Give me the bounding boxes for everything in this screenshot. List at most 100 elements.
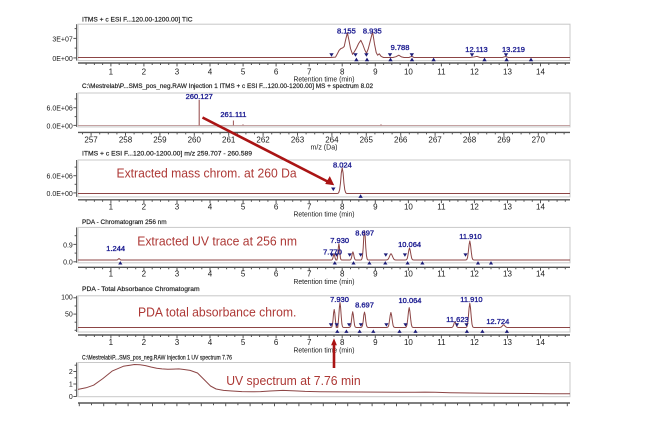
- svg-text:262: 262: [256, 136, 270, 145]
- svg-text:m/z (Da): m/z (Da): [311, 142, 338, 151]
- svg-text:7: 7: [307, 270, 312, 279]
- svg-text:9.788: 9.788: [391, 43, 410, 52]
- svg-text:270: 270: [532, 136, 546, 145]
- svg-text:1: 1: [109, 270, 114, 279]
- svg-text:1: 1: [69, 382, 73, 389]
- svg-text:13.219: 13.219: [502, 45, 525, 54]
- svg-text:6: 6: [274, 68, 279, 77]
- svg-text:10: 10: [404, 203, 413, 212]
- svg-text:1: 1: [109, 203, 114, 212]
- svg-text:13: 13: [503, 338, 512, 347]
- svg-text:13: 13: [503, 203, 512, 212]
- svg-text:PDA - Total Absorbance Chromat: PDA - Total Absorbance Chromatogram: [82, 286, 200, 293]
- svg-text:10.064: 10.064: [399, 296, 422, 305]
- svg-text:261.111: 261.111: [220, 110, 246, 119]
- svg-text:260: 260: [188, 136, 202, 145]
- svg-text:3: 3: [175, 338, 180, 347]
- svg-text:PDA - Chromatogram 256 nm: PDA - Chromatogram 256 nm: [82, 219, 167, 226]
- svg-text:6.0E+06: 6.0E+06: [47, 174, 73, 181]
- svg-text:7: 7: [307, 203, 312, 212]
- svg-text:10: 10: [404, 338, 413, 347]
- svg-text:7.930: 7.930: [330, 295, 349, 304]
- svg-text:10: 10: [404, 270, 413, 279]
- svg-text:261: 261: [222, 136, 236, 145]
- svg-text:11.623: 11.623: [446, 315, 468, 324]
- svg-text:Retention time (min): Retention time (min): [294, 345, 355, 354]
- svg-text:6: 6: [274, 270, 279, 279]
- svg-text:2: 2: [142, 203, 147, 212]
- svg-text:11: 11: [437, 68, 446, 77]
- svg-text:2: 2: [142, 270, 147, 279]
- svg-text:10: 10: [404, 68, 413, 77]
- svg-text:5: 5: [241, 68, 246, 77]
- svg-text:8.935: 8.935: [363, 27, 382, 36]
- svg-text:258: 258: [119, 136, 133, 145]
- svg-text:3: 3: [175, 68, 180, 77]
- svg-text:13: 13: [503, 270, 512, 279]
- svg-text:0E+00: 0E+00: [52, 56, 73, 63]
- svg-text:6: 6: [274, 338, 279, 347]
- svg-text:12: 12: [470, 203, 479, 212]
- svg-text:12: 12: [470, 338, 479, 347]
- svg-text:0.0E+00: 0.0E+00: [47, 191, 73, 198]
- svg-text:257: 257: [84, 136, 98, 145]
- svg-text:269: 269: [497, 136, 511, 145]
- svg-text:PDA total absorbance chrom.: PDA total absorbance chrom.: [138, 304, 296, 319]
- svg-text:14: 14: [536, 203, 545, 212]
- svg-text:12.724: 12.724: [486, 317, 509, 326]
- svg-text:264: 264: [325, 136, 339, 145]
- svg-text:Retention time (min): Retention time (min): [294, 210, 355, 219]
- svg-text:Extracted mass chrom. at 260 D: Extracted mass chrom. at 260 Da: [117, 166, 298, 181]
- svg-text:4: 4: [208, 270, 213, 279]
- svg-text:13: 13: [503, 68, 512, 77]
- svg-text:9: 9: [373, 270, 378, 279]
- svg-text:2: 2: [69, 369, 73, 376]
- svg-text:14: 14: [536, 68, 545, 77]
- svg-text:6: 6: [274, 203, 279, 212]
- svg-text:2: 2: [142, 338, 147, 347]
- svg-text:265: 265: [360, 136, 374, 145]
- svg-text:14: 14: [536, 338, 545, 347]
- svg-text:268: 268: [463, 136, 477, 145]
- svg-text:UV spectrum at 7.76 min: UV spectrum at 7.76 min: [226, 373, 361, 388]
- svg-text:7: 7: [307, 338, 312, 347]
- svg-text:12.113: 12.113: [465, 45, 487, 54]
- svg-text:11: 11: [437, 338, 446, 347]
- svg-text:9: 9: [373, 68, 378, 77]
- svg-text:10.064: 10.064: [398, 240, 421, 249]
- svg-text:260.127: 260.127: [186, 92, 213, 101]
- svg-text:0: 0: [69, 394, 73, 401]
- svg-text:3: 3: [175, 270, 180, 279]
- svg-text:1: 1: [109, 68, 114, 77]
- svg-text:267: 267: [428, 136, 442, 145]
- svg-text:266: 266: [394, 136, 408, 145]
- svg-text:8.024: 8.024: [333, 160, 352, 169]
- svg-text:1.244: 1.244: [106, 244, 125, 253]
- svg-text:11.910: 11.910: [459, 232, 481, 241]
- svg-text:8: 8: [340, 270, 345, 279]
- svg-text:4: 4: [208, 203, 213, 212]
- svg-text:Retention time (min): Retention time (min): [294, 277, 355, 286]
- svg-text:7.930: 7.930: [330, 236, 349, 245]
- svg-text:0.9: 0.9: [63, 242, 73, 249]
- svg-text:7.770: 7.770: [323, 248, 342, 257]
- svg-text:7: 7: [307, 68, 312, 77]
- svg-text:100: 100: [61, 295, 73, 302]
- svg-text:8.697: 8.697: [355, 300, 374, 309]
- svg-text:Extracted UV trace at 256 nm: Extracted UV trace at 256 nm: [137, 233, 297, 248]
- svg-text:6.0E+06: 6.0E+06: [47, 106, 73, 113]
- svg-text:4: 4: [208, 338, 213, 347]
- svg-text:3E+07: 3E+07: [52, 36, 73, 43]
- svg-text:C:\Mestrelab\P...SMS_pos_neg.R: C:\Mestrelab\P...SMS_pos_neg.RAW Injecti…: [82, 355, 232, 362]
- svg-text:5: 5: [241, 338, 246, 347]
- svg-text:5: 5: [241, 203, 246, 212]
- svg-text:8: 8: [340, 338, 345, 347]
- svg-text:11: 11: [437, 203, 446, 212]
- svg-text:Retention time (min): Retention time (min): [294, 74, 355, 83]
- svg-text:0.0: 0.0: [63, 260, 73, 267]
- svg-text:9: 9: [373, 203, 378, 212]
- svg-text:9: 9: [373, 338, 378, 347]
- svg-text:50: 50: [65, 311, 73, 318]
- svg-text:ITMS + c ESI F...120.00-1200.0: ITMS + c ESI F...120.00-1200.00] TIC: [82, 17, 193, 24]
- svg-text:1: 1: [109, 338, 114, 347]
